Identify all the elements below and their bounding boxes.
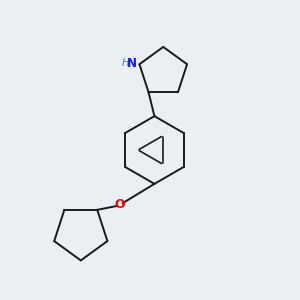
Text: O: O <box>115 198 125 211</box>
Text: H: H <box>122 58 129 68</box>
Text: N: N <box>127 57 137 70</box>
